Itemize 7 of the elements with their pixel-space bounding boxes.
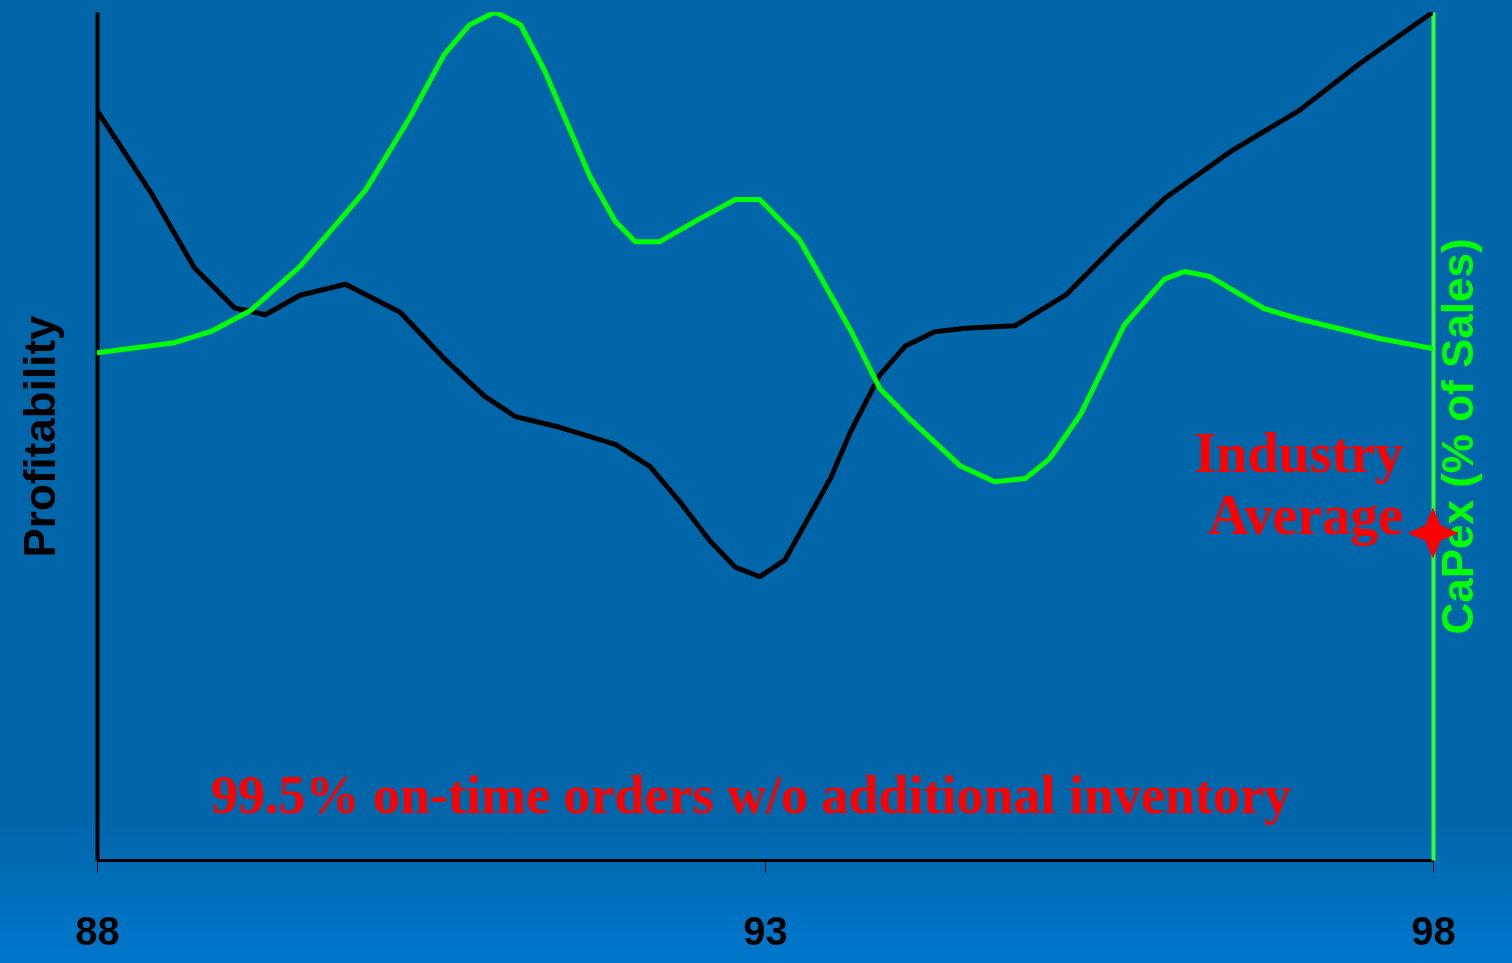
x-tick-label: 88 bbox=[75, 908, 120, 953]
annotation: Industry Average bbox=[1194, 422, 1403, 546]
y2-axis-title: CaPex (% of Sales) bbox=[1432, 238, 1482, 635]
y-axis-title: Profitability bbox=[14, 314, 64, 558]
x-tick-label: 93 bbox=[743, 908, 788, 953]
x-tick-label: 98 bbox=[1411, 908, 1456, 953]
annotation: 99.5% on-time orders w/o additional inventory bbox=[211, 765, 1291, 825]
